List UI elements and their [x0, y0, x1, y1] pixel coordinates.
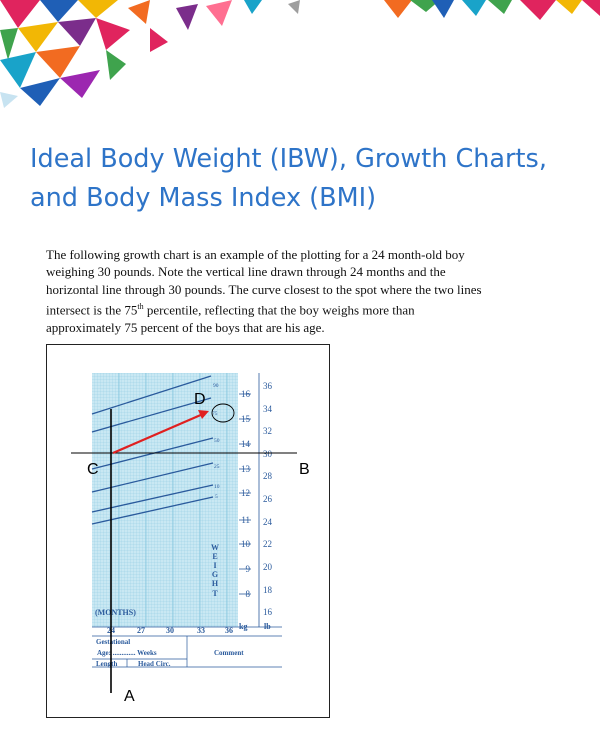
comment-label: Comment — [214, 649, 244, 657]
curve-90 — [91, 375, 212, 415]
lb-tick: 30 — [263, 449, 273, 459]
curve-5 — [91, 496, 214, 525]
paragraph-line: intersect is the 75th percentile, reflec… — [46, 298, 586, 319]
title-line-1: Ideal Body Weight (IBW), Growth Charts, — [30, 144, 547, 174]
decorative-triangles — [0, 0, 600, 108]
lb-tick: 34 — [263, 404, 273, 414]
months-axis-label: (MONTHS) — [95, 608, 136, 617]
growth-chart-figure: 90 75 50 25 10 5 16 15 14 13 12 11 10 9 … — [46, 344, 330, 718]
weight-letter: E — [212, 552, 217, 561]
percentile-label: 10 — [214, 484, 220, 490]
kg-unit: kg — [239, 622, 247, 631]
arrow-head-icon — [198, 410, 209, 419]
paragraph-line4-post: percentile, reflecting that the boy weig… — [143, 302, 415, 318]
weight-letter: G — [212, 570, 218, 579]
percentile-label: 75 — [212, 411, 218, 417]
paragraph-line: The following growth chart is an example… — [46, 247, 465, 262]
weight-letter: T — [212, 589, 218, 598]
ordinal-suffix: th — [137, 301, 144, 311]
gestational-age-label: Age: ............. Weeks — [97, 649, 157, 657]
curve-75 — [91, 397, 212, 433]
lb-tick: 28 — [263, 471, 273, 481]
lb-tick: 36 — [263, 381, 273, 391]
lb-tick: 16 — [263, 607, 273, 617]
lb-tick: 32 — [263, 426, 272, 436]
head-circ-label: Head Circ. — [138, 660, 171, 668]
info-table — [92, 635, 282, 668]
point-label-c: C — [87, 461, 99, 478]
paragraph-line: horizontal line through 30 pounds. The c… — [46, 281, 482, 297]
curve-10 — [91, 484, 214, 513]
paragraph-line4-pre: intersect is the 75 — [46, 302, 138, 318]
age-tick: 27 — [137, 626, 145, 635]
title-line-2: and Body Mass Index (BMI) — [30, 183, 377, 213]
percentile-label: 25 — [214, 464, 220, 470]
intro-paragraph: The following growth chart is an example… — [46, 246, 586, 336]
age-tick: 33 — [197, 626, 205, 635]
point-label-d: D — [194, 391, 206, 408]
chart-grid — [92, 373, 238, 627]
point-label-b: B — [299, 461, 310, 478]
weight-letter: W — [211, 543, 219, 552]
percentile-label: 90 — [213, 383, 219, 389]
lb-tick: 22 — [263, 539, 272, 549]
point-label-a: A — [124, 688, 135, 705]
age-tick: 36 — [225, 626, 233, 635]
age-tick: 30 — [166, 626, 174, 635]
page-title: Ideal Body Weight (IBW), Growth Charts, … — [30, 140, 590, 218]
lb-unit: lb — [264, 622, 271, 631]
paragraph-line: approximately 75 percent of the boys tha… — [46, 319, 325, 335]
paragraph-line: weighing 30 pounds. Note the vertical li… — [46, 264, 446, 280]
lb-tick: 26 — [263, 494, 273, 504]
lb-tick: 18 — [263, 585, 273, 595]
lb-tick: 24 — [263, 517, 273, 527]
curve-25 — [91, 462, 214, 493]
percentile-label: 5 — [215, 494, 218, 500]
percentile-arrow — [112, 412, 204, 455]
weight-letter: I — [213, 561, 216, 570]
lb-tick: 20 — [263, 562, 273, 572]
weight-letter: H — [212, 579, 219, 588]
weight-column — [238, 373, 282, 627]
percentile-circle — [211, 403, 235, 423]
length-label: Length — [96, 660, 118, 668]
percentile-label: 50 — [214, 438, 220, 444]
gestational-label: Gestational — [96, 638, 130, 646]
